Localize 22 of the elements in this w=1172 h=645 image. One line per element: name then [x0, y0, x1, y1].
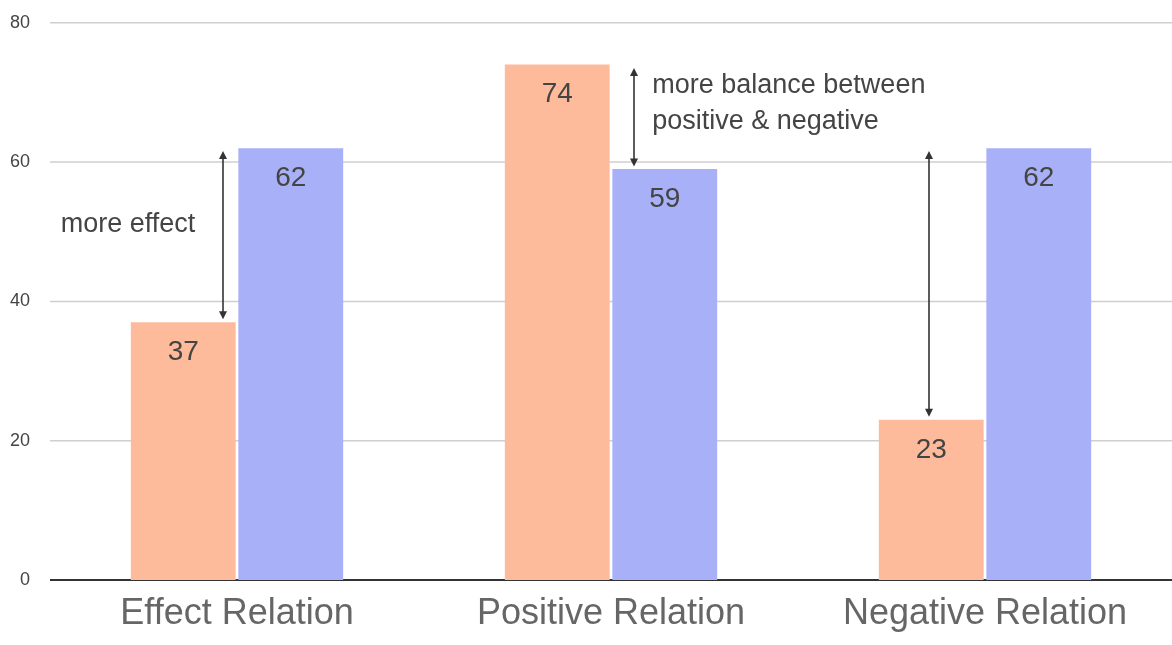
y-tick-label: 60 — [9, 151, 30, 172]
x-tick-label: Effect Relation — [120, 590, 354, 632]
y-tick-label: 20 — [9, 429, 30, 450]
bar — [504, 64, 610, 580]
data-label: 59 — [649, 181, 681, 213]
bar — [130, 322, 236, 580]
data-label: 37 — [167, 335, 199, 367]
y-tick-label: 40 — [9, 290, 30, 311]
annotation: more balance between positive & negative — [652, 68, 926, 135]
bar — [986, 148, 1092, 580]
bar — [612, 169, 718, 580]
x-tick-label: Negative Relation — [842, 590, 1128, 632]
y-tick-label: 80 — [9, 11, 30, 32]
data-label: 74 — [541, 77, 573, 109]
data-label: 62 — [275, 160, 307, 192]
x-tick-label: Positive Relation — [476, 590, 746, 632]
bar — [878, 419, 984, 580]
y-tick-label: 0 — [19, 568, 30, 589]
bar — [238, 148, 344, 580]
data-label: 62 — [1023, 160, 1055, 192]
data-label: 23 — [915, 432, 947, 464]
annotation: more effect — [60, 208, 196, 239]
